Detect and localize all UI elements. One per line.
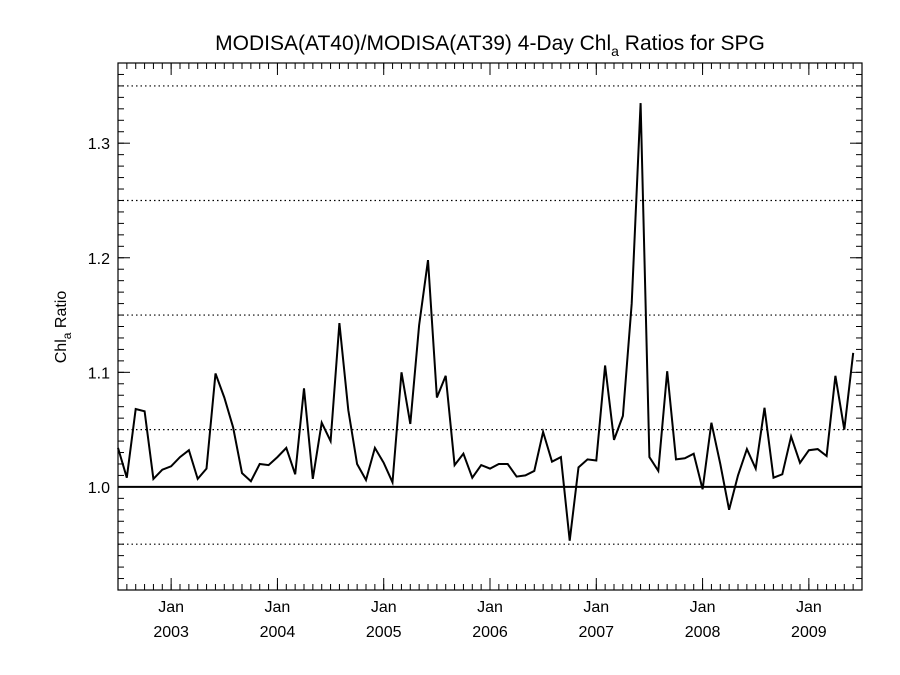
x-tick-label-month: Jan bbox=[796, 599, 822, 616]
x-tick-label-month: Jan bbox=[371, 599, 397, 616]
x-tick-label-year: 2003 bbox=[153, 624, 189, 641]
x-tick-label-month: Jan bbox=[583, 599, 609, 616]
x-tick-label-month: Jan bbox=[690, 599, 716, 616]
y-tick-label: 1.2 bbox=[88, 251, 110, 268]
y-ticks: 1.0 1.1 1.2 1.3 bbox=[88, 62, 862, 591]
plot-frame bbox=[117, 62, 863, 591]
y-tick-label: 1.3 bbox=[88, 136, 110, 153]
x-tick-label-year: 2009 bbox=[791, 624, 827, 641]
chart-title: MODISA(AT40)/MODISA(AT39) 4-Day Chla Rat… bbox=[215, 32, 765, 59]
x-ticks: Jan 2003 Jan 2004 Jan 2005 Jan 2006 Jan 2007 Jan 20… bbox=[117, 63, 863, 641]
x-tick-label-year: 2006 bbox=[472, 624, 508, 641]
y-tick-label: 1.1 bbox=[88, 365, 110, 382]
x-tick-label-month: Jan bbox=[477, 599, 503, 616]
x-tick-label-month: Jan bbox=[265, 599, 291, 616]
x-tick-label-year: 2007 bbox=[578, 624, 614, 641]
x-tick-label-year: 2004 bbox=[260, 624, 296, 641]
x-tick-label-year: 2008 bbox=[685, 624, 721, 641]
y-axis-label: Chla Ratio bbox=[53, 291, 74, 364]
x-tick-label-year: 2005 bbox=[366, 624, 402, 641]
y-tick-label: 1.0 bbox=[88, 480, 110, 497]
x-tick-label-month: Jan bbox=[158, 599, 184, 616]
series-line bbox=[117, 103, 855, 541]
grid-lines bbox=[118, 85, 862, 545]
